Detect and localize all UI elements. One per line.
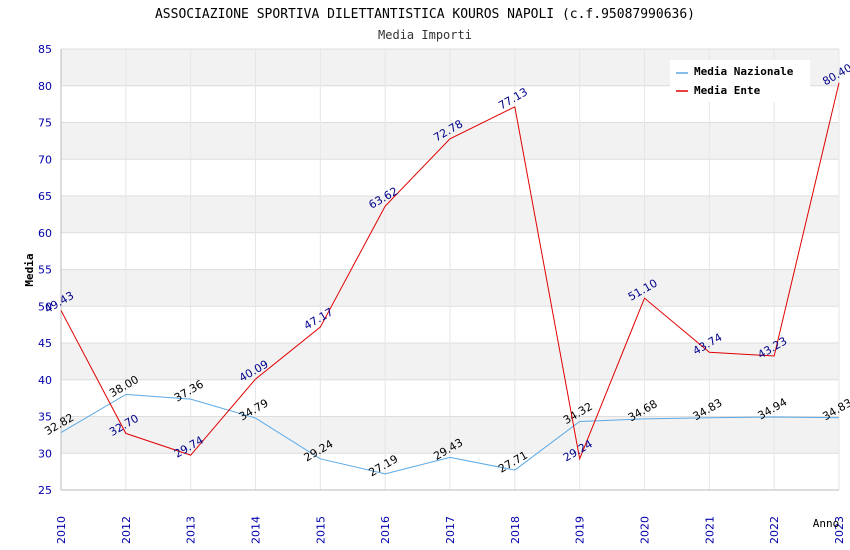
y-tick-label: 55 xyxy=(38,264,52,277)
y-tick-label: 25 xyxy=(38,484,52,497)
x-tick-label: 2012 xyxy=(120,516,133,544)
y-axis-label: Media xyxy=(23,253,36,286)
y-tick-label: 65 xyxy=(38,190,52,203)
legend: Media Nazionale Media Ente xyxy=(670,60,810,102)
x-tick-label: 2010 xyxy=(55,516,68,544)
x-tick-label: 2021 xyxy=(703,516,716,544)
y-tick-label: 45 xyxy=(38,337,52,350)
x-axis-label: Anno xyxy=(813,517,840,530)
y-tick-label: 70 xyxy=(38,153,52,166)
x-tick-label: 2018 xyxy=(509,516,522,544)
y-tick-label: 35 xyxy=(38,411,52,424)
chart-title: ASSOCIAZIONE SPORTIVA DILETTANTISTICA KO… xyxy=(155,7,695,22)
x-tick-label: 2020 xyxy=(639,516,652,544)
x-tick-label: 2013 xyxy=(185,516,198,544)
x-tick-label: 2016 xyxy=(379,516,392,544)
y-tick-label: 50 xyxy=(38,300,52,313)
x-tick-label: 2017 xyxy=(444,516,457,544)
legend-label-media-nazionale: Media Nazionale xyxy=(694,65,794,78)
y-tick-label: 75 xyxy=(38,117,52,130)
x-axis: 2010 2012 2013 2014 2015 2016 2017 2018 2019 2020… xyxy=(55,516,846,544)
legend-label-media-ente: Media Ente xyxy=(694,84,761,97)
x-tick-label: 2015 xyxy=(314,516,327,544)
x-tick-label: 2022 xyxy=(768,516,781,544)
series-line-media-nazionale xyxy=(60,393,840,475)
x-tick-label: 2023 xyxy=(833,516,846,544)
y-tick-label: 40 xyxy=(38,374,52,387)
y-axis: 25 30 35 40 45 50 55 60 65 70 75 80 85 xyxy=(38,43,52,497)
y-tick-label: 80 xyxy=(38,80,52,93)
series-line-media-ente xyxy=(60,82,840,461)
grid-bands xyxy=(60,48,840,491)
legend-box xyxy=(670,60,810,102)
y-tick-label: 30 xyxy=(38,447,52,460)
chart-subtitle: Media Importi xyxy=(378,28,472,42)
y-tick-label: 60 xyxy=(38,227,52,240)
y-tick-label: 85 xyxy=(38,43,52,56)
x-tick-label: 2014 xyxy=(250,516,263,544)
x-tick-label: 2019 xyxy=(574,516,587,544)
